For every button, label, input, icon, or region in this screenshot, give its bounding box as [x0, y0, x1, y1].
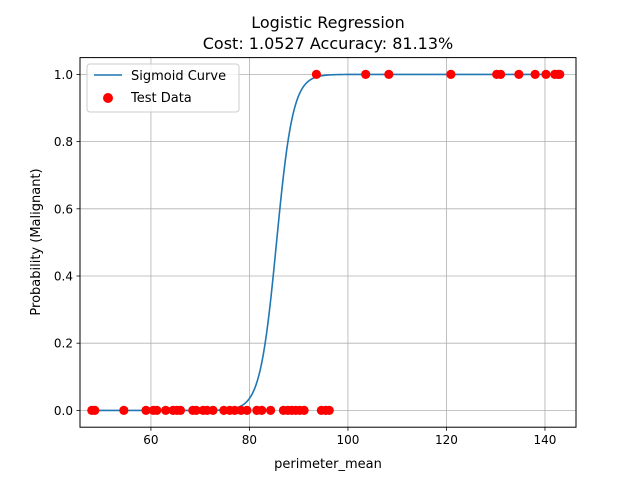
legend-test-data-swatch — [103, 93, 113, 103]
test-data-point — [175, 405, 186, 415]
test-data-point — [242, 405, 252, 415]
test-data-point — [266, 405, 276, 415]
y-tick-label: 0.8 — [54, 135, 73, 149]
test-data-point — [514, 69, 524, 79]
x-tick-label: 120 — [435, 433, 458, 447]
test-data-point — [299, 405, 309, 415]
y-tick-label: 0.4 — [54, 270, 73, 284]
y-tick-label: 1.0 — [54, 68, 73, 82]
x-tick-label: 60 — [143, 433, 158, 447]
test-data-point — [90, 405, 100, 415]
legend-sigmoid-label: Sigmoid Curve — [131, 69, 226, 84]
legend: Sigmoid Curve Test Data — [86, 63, 240, 113]
test-data-point — [555, 69, 565, 79]
test-data-point — [161, 405, 171, 415]
test-data-layer — [87, 69, 565, 415]
sigmoid-curve — [91, 73, 560, 412]
test-data-point — [324, 405, 334, 415]
test-data-point — [530, 69, 540, 79]
test-data-point — [141, 405, 151, 415]
test-data-point — [152, 405, 162, 415]
legend-box — [86, 63, 240, 113]
sigmoid-layer — [91, 73, 560, 412]
y-tick-label: 0.0 — [54, 404, 73, 418]
grid — [80, 57, 576, 428]
test-data-point — [446, 69, 456, 79]
test-data-point — [191, 405, 201, 415]
axis-ticks: 60 80 100 120 140 0.0 0.2 0.4 0.6 0.8 1.0 — [54, 68, 557, 447]
plot-frame — [79, 57, 577, 428]
y-tick-label: 0.2 — [54, 337, 73, 351]
x-tick-label: 80 — [242, 433, 257, 447]
chart-title-line2: Cost: 1.0527 Accuracy: 81.13% — [203, 34, 453, 53]
test-data-point — [311, 69, 322, 79]
x-axis-label: perimeter_mean — [274, 457, 382, 472]
y-axis-label: Probability (Malignant) — [29, 168, 44, 315]
test-data-point — [361, 69, 371, 79]
x-tick-label: 100 — [336, 433, 359, 447]
legend-test-data-label: Test Data — [130, 91, 192, 106]
test-data-point — [541, 69, 551, 79]
x-tick-label: 140 — [534, 433, 557, 447]
test-data-point — [384, 69, 394, 79]
y-tick-label: 0.6 — [54, 202, 73, 216]
test-data-point — [496, 69, 506, 79]
test-data-point — [208, 405, 218, 415]
test-data-point — [119, 405, 129, 415]
test-data-point — [257, 405, 267, 415]
chart-title-line1: Logistic Regression — [251, 13, 404, 32]
test-data-point — [230, 405, 240, 415]
